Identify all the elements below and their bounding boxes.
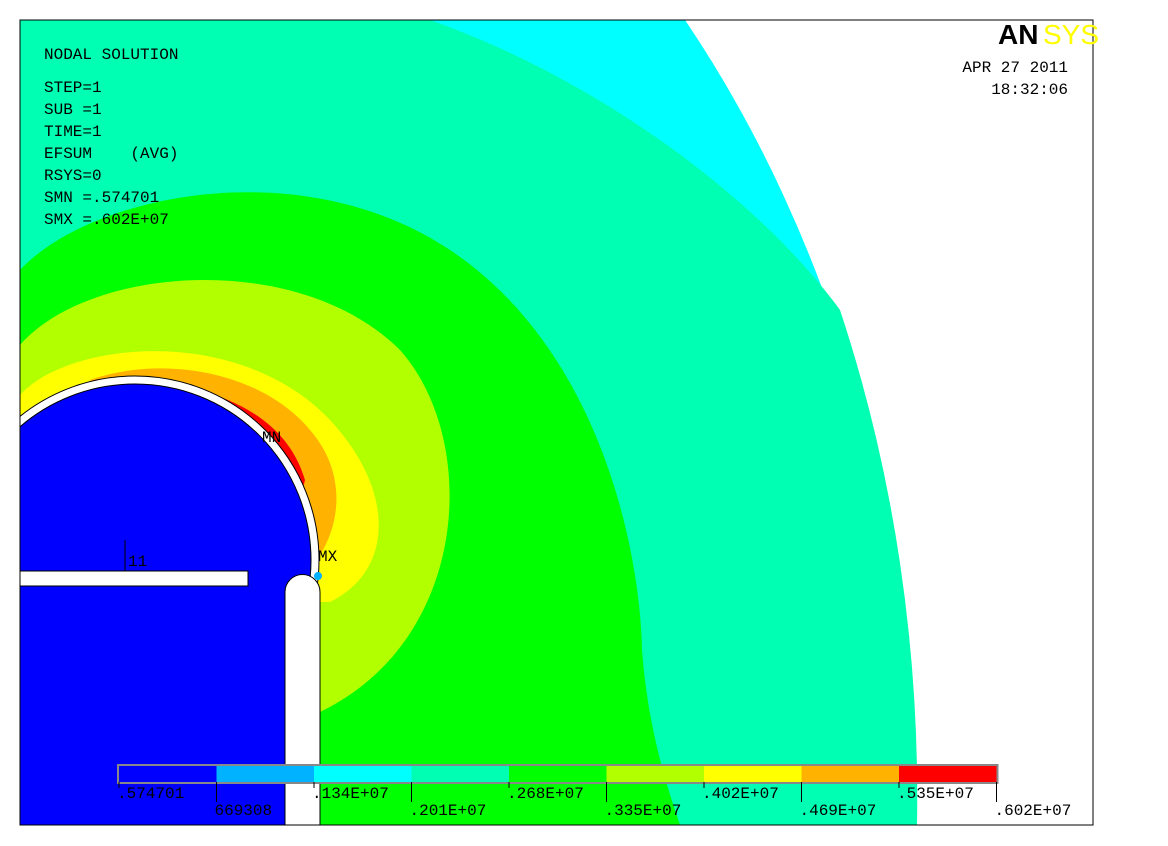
- info-line: STEP=1: [44, 79, 102, 97]
- logo-an: AN: [998, 19, 1038, 50]
- slot: [284, 574, 321, 825]
- max-label: MX: [318, 548, 338, 566]
- legend-label: .574701: [117, 785, 184, 803]
- info-line: SMX =.602E+07: [44, 211, 169, 229]
- legend-label: .469E+07: [800, 802, 877, 820]
- legend-swatch: [411, 766, 509, 782]
- legend-swatch: [899, 766, 997, 782]
- legend-swatch: [119, 766, 217, 782]
- legend-label: .335E+07: [605, 802, 682, 820]
- legend-swatch: [314, 766, 412, 782]
- contour-plot: [20, 20, 918, 825]
- slot-bar: [20, 570, 249, 587]
- info-line: TIME=1: [44, 123, 102, 141]
- legend-swatch: [606, 766, 704, 782]
- node-label: 11: [128, 553, 147, 571]
- time: 18:32:06: [991, 81, 1068, 99]
- legend-swatch: [801, 766, 899, 782]
- info-line: SMN =.574701: [44, 189, 159, 207]
- min-label: MN: [262, 429, 281, 447]
- frame: [19, 19, 1094, 826]
- legend: .574701 669308 .134E+07 .201E+07 .268E+07 .33…: [117, 764, 1071, 820]
- legend-label: .268E+07: [507, 785, 584, 803]
- legend-label: 669308: [215, 802, 273, 820]
- legend-label: .602E+07: [995, 802, 1072, 820]
- legend-label: .402E+07: [702, 785, 779, 803]
- info-line: EFSUM (AVG): [44, 145, 178, 163]
- mx-point: [314, 572, 322, 580]
- legend-label: .201E+07: [410, 802, 487, 820]
- date: APR 27 2011: [962, 59, 1068, 77]
- legend-swatch: [509, 766, 607, 782]
- info-line: RSYS=0: [44, 167, 102, 185]
- legend-swatch: [704, 766, 802, 782]
- info-line: NODAL SOLUTION: [44, 46, 178, 64]
- legend-swatch: [216, 766, 314, 782]
- logo-sys: SYS: [1043, 19, 1099, 50]
- legend-label: .134E+07: [312, 785, 389, 803]
- info-line: SUB =1: [44, 101, 102, 119]
- info-block: NODAL SOLUTION STEP=1 SUB =1 TIME=1 EFSUM (A…: [44, 46, 178, 229]
- legend-label: .535E+07: [897, 785, 974, 803]
